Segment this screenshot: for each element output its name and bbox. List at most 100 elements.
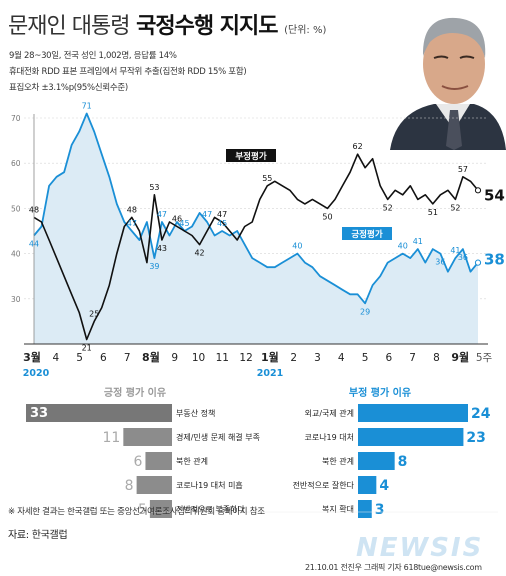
reason-value-right: 23 [466,430,485,446]
data-label: 40 [398,242,408,251]
end-point-negative [474,187,482,194]
data-label: 50 [322,212,332,221]
data-label: 39 [149,262,159,271]
survey-info-line: 9월 28~30일, 전국 성인 1,002명, 응답률 14% [9,51,177,61]
data-label: 48 [127,205,137,214]
x-month-label: 8월 [142,350,160,364]
reason-bar-left [123,428,172,446]
data-label: 25 [89,309,99,318]
right-reasons-title: 부정 평가 이유 [349,386,411,399]
source-label: 자료: 한국갤럽 [8,530,68,541]
x-month-label: 4 [52,352,59,364]
x-month-label: 11 [216,352,229,364]
x-month-label: 10 [192,352,205,364]
reason-value-right: 4 [379,478,389,494]
reason-bar-right [358,452,395,470]
data-label: 48 [29,205,39,214]
footnote: ※ 자세한 결과는 한국갤럽 또는 중앙선거여론조사심의위원회 홈페이지 참조 [8,507,265,517]
data-label: 53 [149,183,159,192]
newsis-logo: NEWSIS [356,533,484,563]
reason-bar-left [145,452,172,470]
survey-info-line: 표집오차 ±3.1%p(95%신뢰수준) [9,83,128,93]
positive-area [34,113,478,344]
reason-bar-right [358,500,372,518]
survey-info-line: 휴대전화 RDD 표본 프레임에서 무작위 추출(집전화 RDD 15% 포함) [9,67,247,77]
data-label: 57 [458,165,468,174]
x-month-label: 5 [362,352,369,364]
x-month-label: 3월 [23,350,41,364]
y-tick-label: 60 [11,159,21,168]
data-label: 36 [458,253,468,262]
reason-value-left: 11 [103,430,121,446]
data-label: 43 [157,244,167,253]
data-label: 71 [82,101,92,110]
legend-label: 부정평가 [235,151,266,162]
data-label: 55 [262,174,272,183]
data-label: 36 [435,258,445,267]
data-label: 47 [157,210,167,219]
y-tick-label: 40 [11,250,21,259]
data-label: 21 [82,343,92,352]
x-month-label: 6 [385,352,392,364]
x-month-label: 7 [409,352,416,364]
reason-category-right: 외교/국제 관계 [305,408,354,418]
data-label: 40 [292,242,302,251]
x-month-label: 5주 [476,352,493,364]
end-value-positive: 38 [484,251,505,269]
left-reasons-title: 긍정 평가 이유 [104,386,166,399]
x-month-label: 1월 [261,350,279,364]
page-title: 문재인 대통령 국정수행 지지도 (단위: %) [8,8,326,40]
data-label: 51 [428,208,438,217]
x-month-label: 9 [171,352,178,364]
y-tick-label: 70 [11,114,21,123]
x-month-label: 4 [338,352,345,364]
reason-value-left: 8 [125,478,134,494]
x-month-label: 5 [76,352,83,364]
data-label: 41 [450,246,460,255]
reason-bar-left [136,476,172,494]
x-month-label: 6 [100,352,107,364]
reason-value-left: 33 [30,406,48,421]
title-part2: 국정수행 지지도 [136,14,278,39]
data-label: 45 [217,219,227,228]
reason-bar-left [26,404,172,422]
data-label: 47 [202,210,212,219]
reason-value-left: 5 [138,502,147,518]
year-label: 2021 [257,368,283,379]
reason-bar-right [358,428,464,446]
end-value-negative: 54 [484,186,505,204]
reason-value-right: 3 [375,502,385,518]
data-label: 46 [172,214,182,223]
data-label: 47 [217,210,227,219]
data-label: 52 [383,203,393,212]
year-label: 2020 [23,368,50,379]
reason-category-right: 복지 확대 [322,504,354,514]
data-label: 41 [413,237,423,246]
legend-box [226,149,276,162]
reason-value-right: 8 [398,454,408,470]
end-point-positive [474,259,482,266]
data-label: 47 [127,219,137,228]
data-label: 42 [194,249,204,258]
data-label: 44 [29,240,39,249]
reason-value-right: 24 [471,406,491,422]
reason-category-left: 북한 관계 [176,456,208,466]
reason-category-right: 북한 관계 [322,456,354,466]
y-tick-label: 30 [11,295,21,304]
reason-category-left: 경제/민생 문제 해결 부족 [176,432,260,442]
credit-label: 21.10.01 전진우 그래픽 기자 618tue@newsis.com [305,563,482,572]
reason-category-left: 전반적으로 부족하다 [176,504,245,514]
reason-category-left: 부동산 정책 [176,408,215,418]
reason-category-right: 전반적으로 잘한다 [293,480,355,490]
series-line-positive [33,112,479,305]
data-label: 29 [360,307,370,316]
reason-bar-right [358,404,468,422]
reason-bar-left [149,500,172,518]
x-month-label: 2 [290,352,297,364]
x-month-label: 8 [433,352,440,364]
y-tick-label: 50 [11,204,21,213]
series-line-negative [33,153,479,341]
reason-category-left: 코로나19 대처 미흡 [176,480,243,490]
x-month-label: 9월 [451,350,469,364]
